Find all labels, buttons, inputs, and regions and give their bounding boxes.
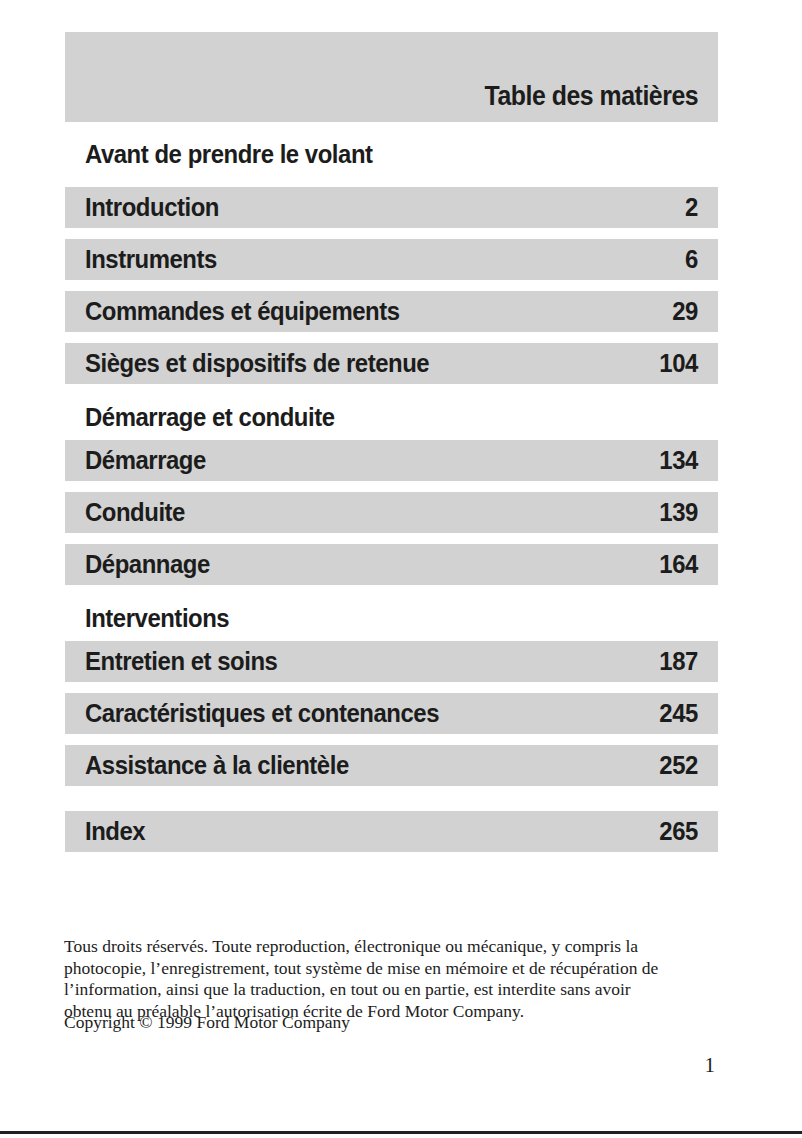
toc-entry-label: Dépannage (85, 549, 210, 580)
toc-entry-depannage: Dépannage 164 (65, 544, 718, 585)
toc-entry-page: 252 (659, 750, 698, 781)
section-heading-label: Interventions (85, 603, 229, 634)
toc-entry-label: Caractéristiques et contenances (85, 698, 439, 729)
section-heading-label: Démarrage et conduite (85, 402, 335, 433)
toc-area: Table des matières Avant de prendre le v… (65, 32, 718, 852)
section-heading-label: Avant de prendre le volant (85, 139, 373, 170)
rights-notice-line: l’information, ainsi que la traduction, … (64, 979, 764, 1001)
rights-notice: Tous droits réservés. Toute reproduction… (64, 936, 764, 1022)
toc-entry-label: Démarrage (85, 445, 206, 476)
toc-entry-introduction: Introduction 2 (65, 187, 718, 228)
toc-entry-index: Index 265 (65, 811, 718, 852)
toc-entry-label: Commandes et équipements (85, 296, 400, 327)
toc-entry-page: 245 (659, 698, 698, 729)
toc-entry-label: Entretien et soins (85, 646, 277, 677)
toc-entry-page: 139 (659, 497, 698, 528)
section-heading-interventions: Interventions (65, 596, 718, 641)
page-title: Table des matières (484, 81, 698, 112)
toc-entry-page: 164 (659, 549, 698, 580)
toc-entry-page: 187 (659, 646, 698, 677)
toc-header-band: Table des matières (65, 32, 718, 122)
manual-toc-page: Table des matières Avant de prendre le v… (0, 0, 802, 1138)
page-number: 1 (705, 1053, 716, 1078)
toc-entry-entretien: Entretien et soins 187 (65, 641, 718, 682)
toc-entry-caracteristiques: Caractéristiques et contenances 245 (65, 693, 718, 734)
toc-entry-sieges: Sièges et dispositifs de retenue 104 (65, 343, 718, 384)
toc-entry-commandes: Commandes et équipements 29 (65, 291, 718, 332)
bottom-rule (0, 1131, 802, 1134)
toc-entry-label: Assistance à la clientèle (85, 750, 349, 781)
toc-entry-page: 6 (685, 244, 698, 275)
toc-entry-instruments: Instruments 6 (65, 239, 718, 280)
toc-entry-page: 265 (659, 816, 698, 847)
toc-entry-page: 104 (659, 348, 698, 379)
toc-entry-label: Instruments (85, 244, 217, 275)
rights-notice-line: photocopie, l’enregistrement, tout systè… (64, 958, 764, 980)
copyright-line: Copyright © 1999 Ford Motor Company (64, 1012, 350, 1033)
toc-entry-label: Sièges et dispositifs de retenue (85, 348, 429, 379)
toc-entry-label: Conduite (85, 497, 185, 528)
toc-entry-page: 2 (685, 192, 698, 223)
toc-entry-label: Index (85, 816, 145, 847)
toc-entry-page: 134 (659, 445, 698, 476)
section-heading-avant: Avant de prendre le volant (65, 122, 718, 187)
toc-entry-page: 29 (672, 296, 698, 327)
toc-entry-label: Introduction (85, 192, 219, 223)
rights-notice-line: Tous droits réservés. Toute reproduction… (64, 936, 764, 958)
toc-entry-demarrage: Démarrage 134 (65, 440, 718, 481)
toc-entry-conduite: Conduite 139 (65, 492, 718, 533)
toc-entry-assistance: Assistance à la clientèle 252 (65, 745, 718, 786)
section-heading-demarrage-conduite: Démarrage et conduite (65, 395, 718, 440)
